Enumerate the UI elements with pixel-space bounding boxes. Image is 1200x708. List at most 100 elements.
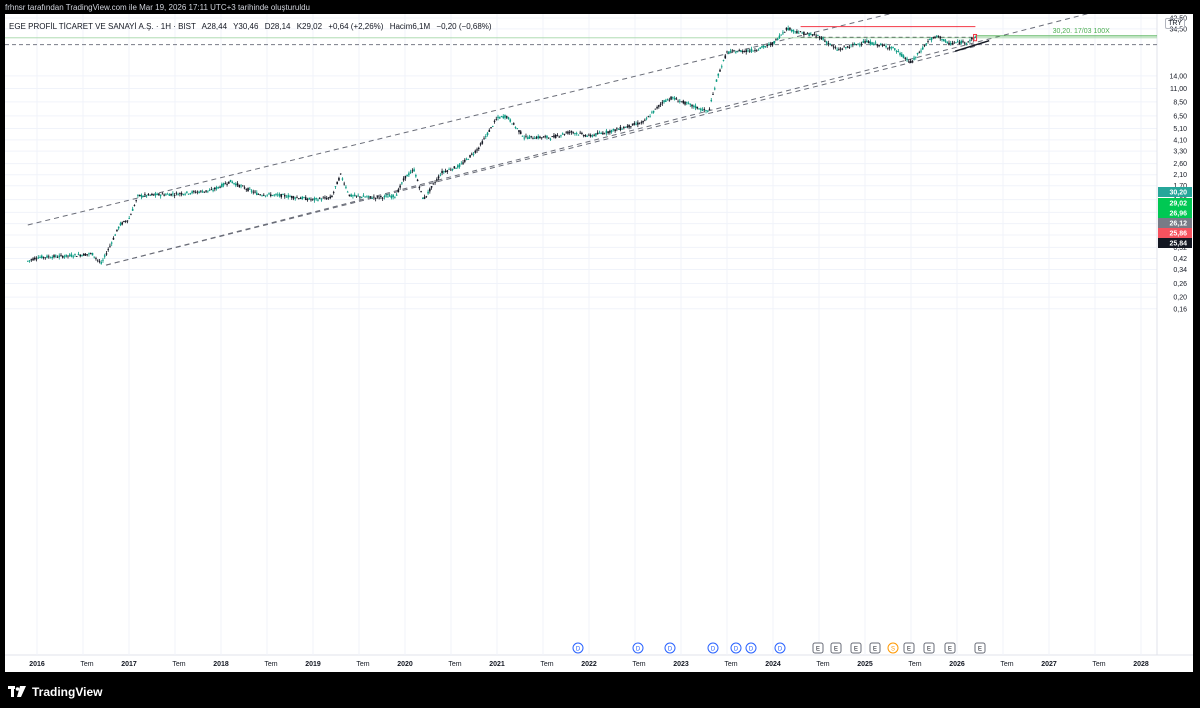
candle-body [404, 175, 407, 179]
x-tick-label: 2024 [765, 661, 781, 668]
brand-footer: TradingView [8, 683, 102, 701]
chart-area[interactable]: 200,0160,0130,0102,082,0064,5052,5042,50… [5, 14, 1193, 672]
candle-body [491, 126, 494, 127]
y-tick-label: 11,00 [1170, 86, 1187, 93]
candle-body [963, 42, 966, 44]
candle-body [764, 46, 767, 47]
candle-body [712, 94, 714, 95]
candle-body [832, 46, 835, 48]
candle-body [116, 229, 118, 231]
candle-body [616, 128, 618, 130]
candle-body [95, 258, 97, 259]
candle-body [282, 194, 284, 195]
x-tick-label: Tem [540, 661, 553, 668]
candle-body [813, 33, 816, 35]
candle-body [659, 103, 662, 105]
candle-body [677, 101, 679, 103]
tradingview-logo-icon [8, 686, 26, 698]
candle-body [942, 39, 945, 42]
candle-body [434, 182, 436, 184]
candle-body [226, 184, 228, 185]
channel-line [27, 14, 892, 226]
y-tick-label: 2,60 [1173, 161, 1187, 168]
candle-body [276, 194, 279, 196]
candle-body [58, 255, 61, 258]
symbol-name[interactable]: EGE PROFİL TİCARET VE SANAYİ A.Ş. · 1H ·… [9, 22, 196, 31]
candle-body [556, 135, 559, 137]
candle-body [374, 197, 377, 199]
candle-body [602, 132, 604, 135]
candle-body [271, 195, 274, 196]
candle-body [600, 133, 602, 134]
candle-body [932, 37, 935, 38]
candle-body [35, 258, 38, 260]
candle-body [822, 38, 824, 40]
candle-body [219, 186, 221, 188]
candle-body [561, 133, 564, 135]
candle-body [927, 41, 929, 43]
candle-body [327, 197, 330, 199]
price-badge [1158, 208, 1192, 218]
event-marker-label: D [734, 647, 739, 653]
dividend-marker [745, 642, 757, 654]
candle-body [970, 38, 973, 40]
legend-low: D28,14 [264, 22, 291, 31]
candle-body [228, 181, 230, 184]
candle-body [336, 181, 338, 185]
price-chart[interactable]: 200,0160,0130,0102,082,0064,5052,5042,50… [5, 14, 1193, 672]
x-tick-label: Tem [816, 661, 829, 668]
candle-body [313, 198, 316, 201]
candle-body [554, 134, 557, 138]
event-marker-label: D [749, 647, 754, 653]
candle-body [212, 190, 214, 192]
candle-body [645, 118, 648, 120]
candle-body [925, 43, 928, 45]
dividend-marker [730, 642, 742, 654]
candle-body [430, 186, 433, 188]
candle-body [654, 108, 657, 110]
candle-body [572, 132, 574, 134]
candle-body [817, 35, 819, 37]
candle-body [939, 36, 942, 39]
x-tick-label: 2025 [857, 661, 873, 668]
candle-body [465, 158, 468, 160]
candle-body [401, 182, 403, 184]
candle-body [631, 123, 634, 126]
candle-body [955, 42, 957, 44]
candle-body [965, 42, 968, 44]
candle-body [119, 223, 122, 226]
candle-body [198, 191, 200, 193]
candle-body [107, 249, 110, 250]
candle-body [804, 34, 807, 35]
candle-body [345, 186, 347, 188]
candle-body [953, 42, 956, 44]
candle-body [512, 123, 515, 125]
candle-body [766, 44, 769, 46]
candle-body [575, 133, 578, 134]
candle-body [172, 193, 174, 195]
candle-body [734, 52, 737, 54]
x-tick-label: 2027 [1041, 661, 1057, 668]
candle-body [240, 185, 242, 187]
candle-body [432, 183, 435, 185]
candle-body [614, 129, 616, 132]
candle-body [294, 197, 297, 199]
candle-body [647, 116, 650, 118]
candle-body [439, 174, 442, 176]
candle-body [603, 133, 606, 135]
candle-body [951, 42, 954, 44]
candle-body [280, 194, 283, 198]
candle-body [752, 50, 755, 52]
candle-body [46, 255, 48, 258]
candle-body [147, 193, 150, 195]
candle-body [796, 31, 798, 34]
x-tick-label: Tem [632, 661, 645, 668]
candle-body [406, 174, 408, 177]
x-tick-label: 2026 [949, 661, 965, 668]
candle-body [149, 195, 151, 196]
candle-body [899, 52, 901, 55]
candle-body [948, 42, 950, 45]
candle-body [635, 123, 637, 125]
candle-body [355, 195, 358, 197]
currency-label[interactable]: TRY [1165, 18, 1185, 29]
